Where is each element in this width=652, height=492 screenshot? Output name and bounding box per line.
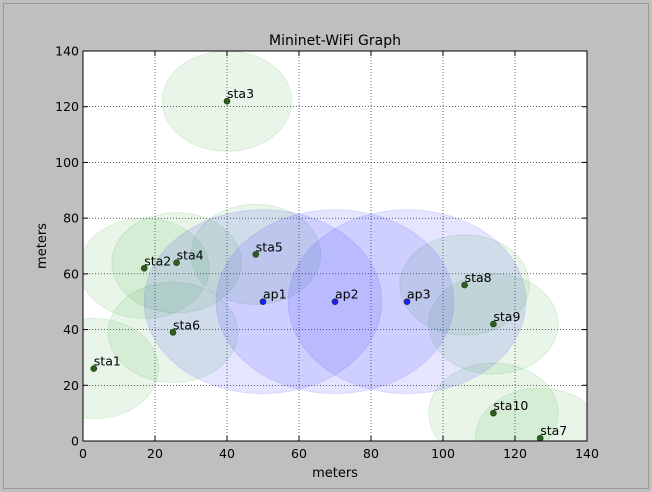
ap1-marker [259,298,267,306]
x-tick-label: 40 [219,446,235,461]
plot-area [83,51,587,441]
sta8-label: sta8 [465,270,492,285]
sta6-label: sta6 [173,317,200,332]
mininet-wifi-chart: sta1 sta2 sta3 sta4 sta5 sta6 sta7 sta8 sta9 sta1… [35,33,599,481]
x-axis-ticks: 0 20 40 60 80 100 120 140 [79,51,599,461]
x-tick-label: 0 [79,446,87,461]
x-tick-label: 20 [147,446,163,461]
y-tick-label: 80 [63,211,79,226]
sta10-range-circle [428,362,559,441]
ap2-label: ap2 [335,287,359,302]
x-tick-label: 60 [291,446,307,461]
sta7-marker [536,434,544,441]
sta9-marker [490,320,497,328]
y-axis-label: meters [35,223,50,269]
sta10-marker [490,409,497,417]
sta3-marker [223,97,231,105]
sta6-marker [169,329,177,336]
sta2-marker [140,264,148,272]
ap1-label: ap1 [263,287,287,302]
x-tick-label: 80 [363,446,379,461]
node-markers [90,97,544,441]
chart-title: Mininet-WiFi Graph [269,33,401,49]
sta7-range-circle [474,387,587,441]
ap3-marker [403,298,411,306]
y-tick-label: 60 [63,266,79,281]
chart-window: sta1 sta2 sta3 sta4 sta5 sta6 sta7 sta8 sta9 sta1… [3,3,649,489]
sta2-label: sta2 [144,253,171,268]
sta4-marker [173,259,180,267]
ap2-marker [331,298,339,306]
y-tick-label: 140 [55,44,79,59]
y-tick-label: 20 [63,378,79,393]
x-axis-label: meters [312,466,358,481]
y-tick-label: 100 [55,155,79,170]
x-tick-label: 100 [431,446,455,461]
y-axis-ticks: 0 20 40 60 80 100 120 140 [55,44,587,449]
sta3-label: sta3 [227,86,254,101]
sta9-label: sta9 [493,309,520,324]
sta10-label: sta10 [493,398,528,413]
ap3-label: ap3 [407,287,431,302]
x-tick-label: 140 [575,446,599,461]
x-tick-label: 120 [503,446,527,461]
grid [83,51,587,441]
sta4-label: sta4 [177,248,204,263]
y-tick-label: 0 [71,434,79,449]
sta5-marker [252,251,260,258]
sta1-range-circle [83,317,160,420]
y-tick-label: 40 [63,322,79,337]
sta8-marker [461,281,468,289]
sta5-label: sta5 [256,239,283,254]
sta7-label: sta7 [540,423,567,438]
sta1-label: sta1 [94,354,121,369]
plot-frame [82,50,588,442]
sta1-marker [90,365,98,372]
node-labels: sta1 sta2 sta3 sta4 sta5 sta6 sta7 sta8 sta9 sta1… [94,86,567,438]
y-tick-label: 120 [55,99,79,114]
